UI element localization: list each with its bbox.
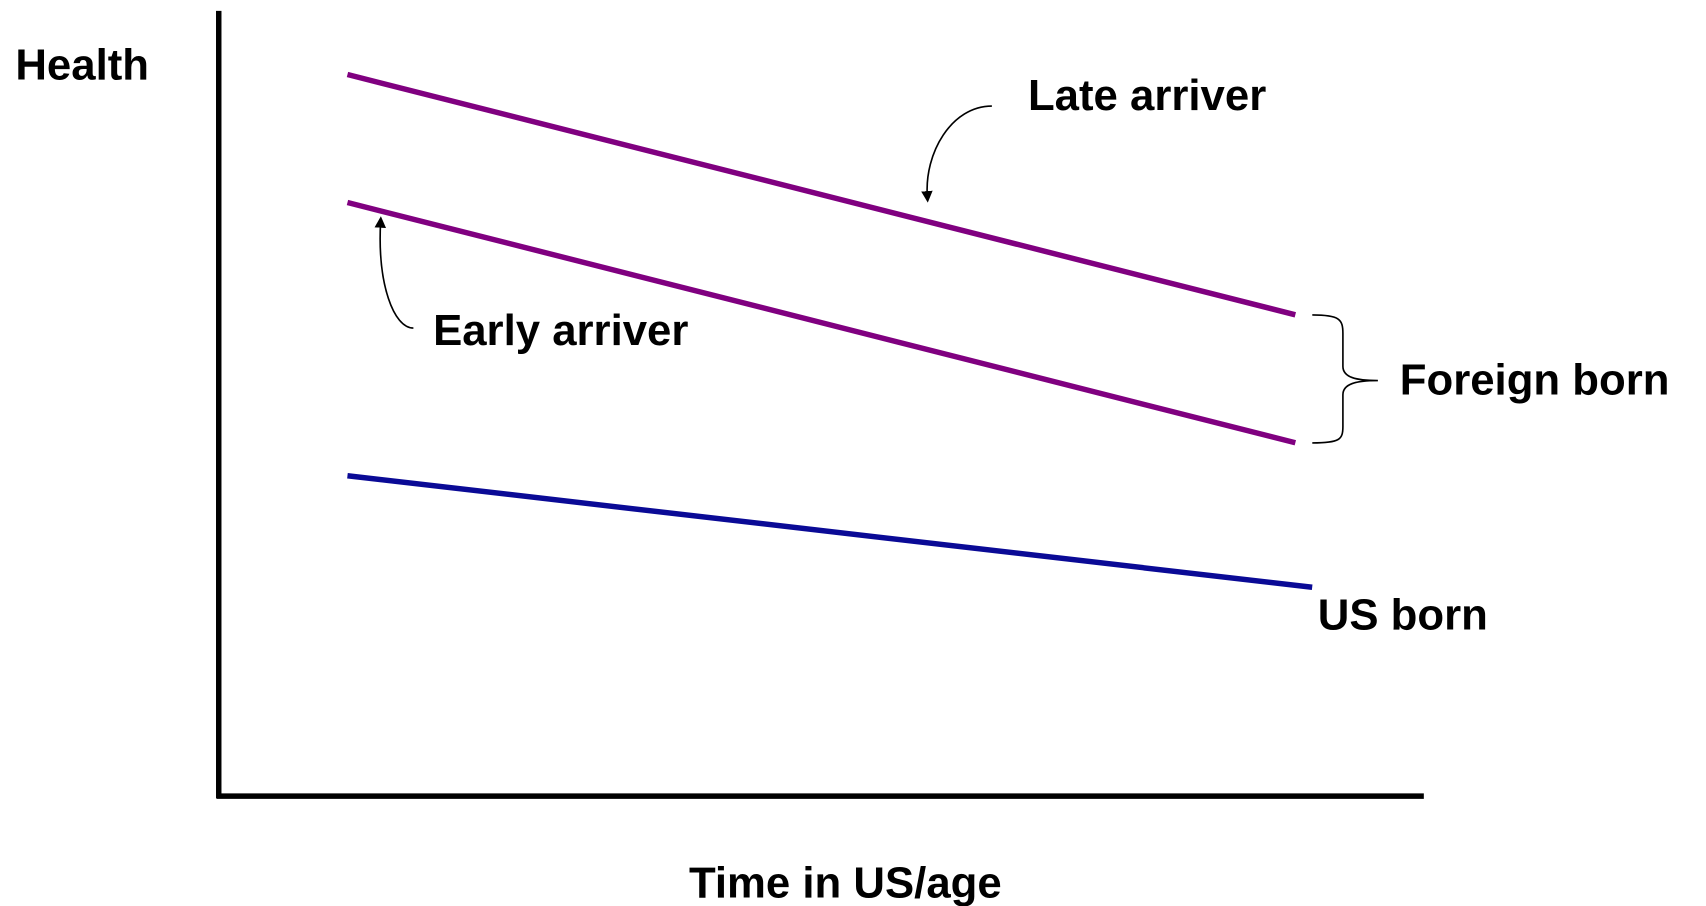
annotation: Foreign born <box>1400 355 1670 404</box>
line <box>346 199 1297 446</box>
line <box>346 71 1297 318</box>
line <box>347 473 1313 590</box>
arrow <box>374 216 414 329</box>
series-label: Late arriver <box>1028 71 1266 120</box>
brace <box>1312 314 1378 444</box>
series-label: Early arriver <box>433 306 688 355</box>
arrow <box>921 105 992 203</box>
x-axis-label: Time in US/age <box>689 858 1002 906</box>
series-label: US born <box>1318 590 1488 639</box>
y-axis-label: Health <box>15 40 149 89</box>
